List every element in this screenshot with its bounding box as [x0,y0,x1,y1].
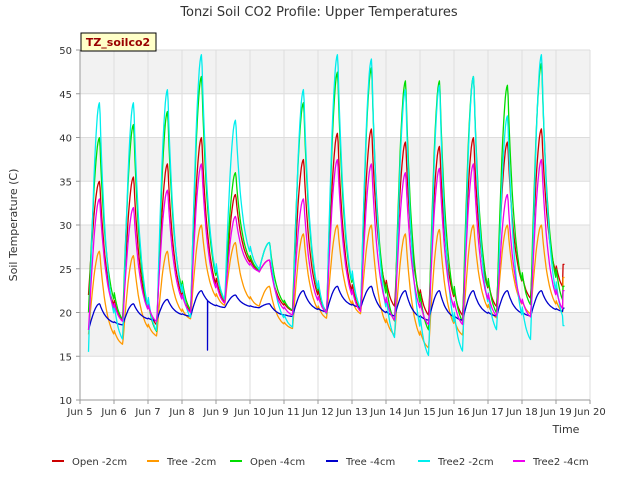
y-tick-label: 50 [59,46,72,57]
badge-label: TZ_soilco2 [86,36,150,49]
legend-item: Open -2cm [52,457,127,468]
series-line-tree-2cm [87,224,565,349]
x-tick-label: Jun 11 [267,407,300,418]
legend-label: Open -2cm [72,457,127,468]
x-tick-label: Jun 14 [369,407,402,418]
x-tick-label: Jun 17 [471,407,504,418]
chart-title: Tonzi Soil CO2 Profile: Upper Temperatur… [179,5,458,20]
background-band [80,312,590,357]
y-tick-label: 30 [59,221,72,232]
badge-box [80,32,157,52]
x-axis-label: Time [552,423,580,436]
y-tick-label: 15 [59,352,72,363]
axes: Jun 5 Jun 6 Jun 7 Jun 8 Jun 9 Jun 10 Jun 11 Jun… [59,46,606,418]
y-tick-label: 25 [59,265,72,276]
legend-item: Open -4cm [230,457,305,468]
legend-label: Tree -4cm [345,457,395,468]
badge: TZ_soilco2 [80,32,157,52]
series-layer [87,54,565,357]
y-tick-label: 40 [59,134,72,145]
y-tick-label: 10 [59,396,72,407]
legend-item: Tree2 -4cm [513,457,589,468]
x-tick-label: Jun 20 [573,407,606,418]
legend-label: Tree -2cm [166,457,216,468]
y-tick-label: 20 [59,309,72,320]
legend-label: Open -4cm [250,457,305,468]
x-tick-label: Jun 8 [168,407,194,418]
x-tick-label: Jun 6 [100,407,126,418]
x-tick-label: Jun 12 [301,407,334,418]
x-tick-label: Jun 9 [202,407,228,418]
x-tick-label: Jun 18 [505,407,538,418]
legend: Open -2cm Tree -2cm Open -4cm Tree -4cm Tree… [52,457,589,468]
legend-item: Tree -4cm [326,457,395,468]
y-axis-label: Soil Temperature (C) [7,169,20,282]
legend-item: Tree2 -2cm [418,457,494,468]
legend-label: Tree2 -2cm [437,457,494,468]
legend-label: Tree2 -4cm [532,457,589,468]
series-line-tree2-4cm [87,158,565,331]
x-tick-label: Jun 16 [437,407,470,418]
x-tick-label: Jun 7 [134,407,160,418]
y-tick-label: 35 [59,177,72,188]
x-tick-label: Jun 10 [233,407,266,418]
x-tick-label: Jun 13 [335,407,368,418]
legend-item: Tree -2cm [147,457,216,468]
x-tick-label: Jun 15 [403,407,436,418]
x-tick-label: Jun 5 [66,407,92,418]
x-tick-label: Jun 19 [539,407,572,418]
y-tick-label: 45 [59,90,72,101]
